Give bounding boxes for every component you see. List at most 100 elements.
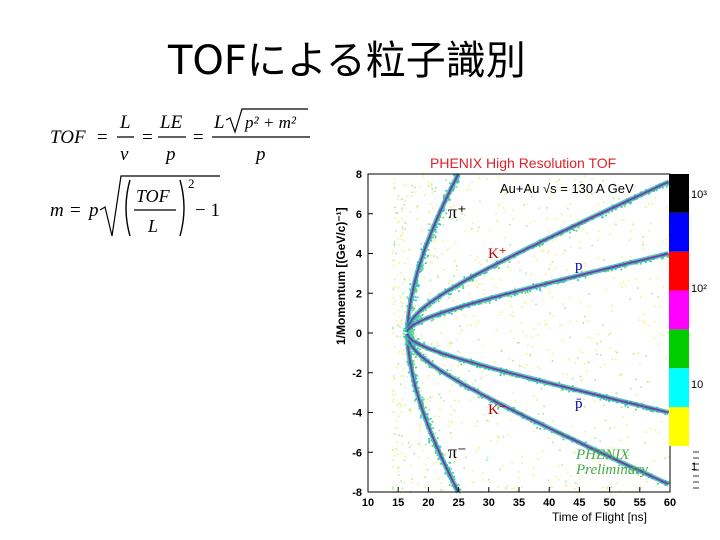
noise-hit xyxy=(513,487,516,490)
band-hit xyxy=(422,398,425,401)
band-hit xyxy=(443,194,445,196)
noise-hit xyxy=(512,185,514,188)
plot-frame-bg xyxy=(368,174,670,492)
noise-hit xyxy=(428,374,430,377)
band-hit xyxy=(484,272,487,275)
band-hit xyxy=(584,441,587,444)
noise-hit xyxy=(461,329,463,331)
noise-hit xyxy=(548,268,550,270)
noise-hit xyxy=(649,427,652,430)
noise-hit xyxy=(597,333,600,335)
noise-hit xyxy=(449,345,451,348)
noise-hit xyxy=(551,486,553,489)
noise-hit xyxy=(411,184,414,187)
noise-hit xyxy=(651,203,653,205)
band-hit xyxy=(430,423,432,426)
noise-hit xyxy=(512,218,514,221)
noise-hit xyxy=(405,222,408,225)
band-hit xyxy=(411,384,414,387)
band-hit xyxy=(562,438,565,441)
noise-hit xyxy=(495,329,498,331)
noise-hit xyxy=(481,344,484,347)
noise-hit xyxy=(593,427,596,429)
noise-hit xyxy=(469,189,472,191)
noise-hit xyxy=(416,206,418,209)
colorbar-segment xyxy=(669,368,689,408)
noise-hit xyxy=(459,218,462,220)
noise-hit xyxy=(618,198,620,200)
noise-hit xyxy=(394,278,396,281)
noise-hit xyxy=(511,462,513,465)
noise-hit xyxy=(459,352,461,354)
noise-hit xyxy=(628,280,630,283)
noise-hit xyxy=(400,435,403,437)
noise-hit xyxy=(559,448,561,451)
band-hit xyxy=(414,398,417,400)
band-hit xyxy=(453,174,455,177)
noise-hit xyxy=(393,313,395,315)
noise-hit xyxy=(401,323,403,326)
noise-hit xyxy=(472,469,475,472)
noise-hit xyxy=(401,282,404,284)
noise-hit xyxy=(431,261,433,264)
noise-hit xyxy=(648,380,651,383)
noise-hit xyxy=(463,467,465,470)
label-pi-minus: π⁻ xyxy=(448,442,467,462)
noise-hit xyxy=(614,466,616,468)
noise-hit xyxy=(498,313,501,316)
noise-hit xyxy=(399,295,402,298)
noise-hit xyxy=(568,321,571,323)
noise-hit xyxy=(583,175,586,178)
band-hit xyxy=(528,379,531,382)
noise-hit xyxy=(579,240,582,243)
noise-hit xyxy=(606,487,609,489)
noise-hit xyxy=(637,352,640,355)
noise-hit xyxy=(497,176,500,179)
x-tick-label: 30 xyxy=(483,497,495,509)
noise-hit xyxy=(614,358,617,361)
noise-hit xyxy=(620,406,623,408)
particle-bands xyxy=(402,172,672,494)
band-hit xyxy=(422,264,425,267)
noise-hit xyxy=(598,230,600,232)
noise-hit xyxy=(649,277,652,280)
noise-hit xyxy=(578,247,580,249)
noise-hit xyxy=(616,392,618,395)
band-hit xyxy=(629,202,632,205)
noise-hit xyxy=(392,390,395,392)
noise-hit xyxy=(402,302,404,305)
noise-hit xyxy=(479,200,481,203)
band-hit xyxy=(409,348,412,351)
noise-hit xyxy=(517,470,520,473)
band-hit xyxy=(485,271,488,274)
band-hit xyxy=(437,300,440,303)
noise-hit xyxy=(609,332,611,335)
noise-hit xyxy=(595,455,597,458)
noise-hit xyxy=(608,427,611,430)
noise-hit xyxy=(561,339,564,342)
noise-hit xyxy=(651,292,653,295)
noise-hit xyxy=(501,464,504,467)
noise-hit xyxy=(666,238,668,241)
band-hit xyxy=(424,309,427,312)
noise-hit xyxy=(408,446,411,449)
noise-hit xyxy=(629,298,632,300)
noise-hit xyxy=(511,488,513,490)
band-hit xyxy=(412,309,415,312)
band-hit xyxy=(495,299,497,302)
noise-hit xyxy=(552,268,555,271)
noise-hit xyxy=(437,477,440,480)
noise-hit xyxy=(590,193,593,196)
noise-hit xyxy=(398,351,400,353)
noise-hit xyxy=(577,409,579,412)
band-hit xyxy=(412,335,415,338)
noise-hit xyxy=(508,357,510,360)
noise-hit xyxy=(395,420,398,422)
noise-hit xyxy=(396,403,399,406)
noise-hit xyxy=(397,467,400,469)
noise-hit xyxy=(449,390,451,393)
noise-hit xyxy=(540,387,543,390)
band-hit xyxy=(499,374,502,377)
band-hit xyxy=(668,482,671,485)
noise-hit xyxy=(563,252,565,254)
